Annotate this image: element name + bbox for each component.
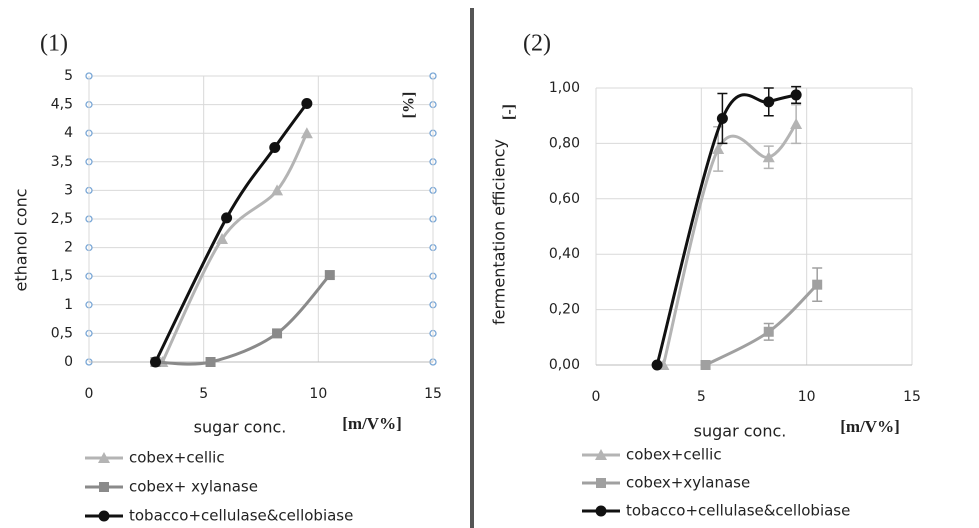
x-tick-label: 5 bbox=[697, 389, 706, 405]
data-point bbox=[216, 233, 229, 245]
data-point bbox=[790, 118, 803, 130]
x-tick-label: 10 bbox=[798, 389, 816, 405]
y-tick-label: 5 bbox=[64, 68, 73, 84]
legend-label: cobex+cellic bbox=[626, 446, 722, 464]
legend-label: cobex+cellic bbox=[129, 449, 225, 467]
y-tick-label: 0,5 bbox=[51, 325, 73, 341]
x-tick-label: 10 bbox=[309, 386, 327, 402]
x-axis-unit: [m/V%] bbox=[840, 417, 899, 436]
data-point bbox=[763, 96, 775, 108]
data-point bbox=[272, 328, 283, 339]
y-tick-label: 4 bbox=[64, 125, 73, 141]
legend-label: cobex+xylanase bbox=[626, 474, 750, 492]
x-axis-label: sugar conc. bbox=[194, 418, 287, 437]
y-axis-label: fermentation efficiency bbox=[490, 139, 509, 325]
legend-label: tobacco+cellulase&cellobiase bbox=[129, 507, 353, 525]
y-tick-label: 3,5 bbox=[51, 154, 73, 170]
legend-label: tobacco+cellulase&cellobiase bbox=[626, 502, 850, 520]
y-tick-label: 4,5 bbox=[51, 97, 73, 113]
data-point bbox=[716, 112, 728, 124]
series-line bbox=[155, 274, 331, 366]
legend-marker bbox=[98, 452, 110, 463]
y-tick-label: 1,00 bbox=[549, 80, 580, 96]
y-axis-label: ethanol conc bbox=[12, 188, 31, 291]
y-tick-label: 0,60 bbox=[549, 191, 580, 207]
y-tick-label: 2 bbox=[64, 240, 73, 256]
y-tick-label: 0,20 bbox=[549, 302, 580, 318]
data-point bbox=[712, 142, 725, 154]
x-tick-label: 0 bbox=[592, 389, 601, 405]
series-line bbox=[154, 102, 309, 363]
legend-marker bbox=[596, 478, 606, 488]
data-point bbox=[790, 89, 802, 101]
x-axis-label: sugar conc. bbox=[694, 422, 787, 441]
data-point bbox=[700, 360, 711, 370]
data-point bbox=[269, 142, 281, 153]
data-point bbox=[150, 356, 162, 368]
y-tick-label: 0,40 bbox=[549, 246, 580, 262]
series-line bbox=[655, 93, 797, 366]
y-tick-label: 1,5 bbox=[51, 268, 73, 284]
legend-label: cobex+ xylanase bbox=[129, 478, 258, 496]
data-point bbox=[324, 270, 335, 281]
y-tick-label: 1 bbox=[64, 297, 73, 313]
legend-marker bbox=[595, 449, 607, 460]
x-tick-label: 15 bbox=[424, 386, 442, 402]
y-axis-unit: [%] bbox=[401, 92, 418, 119]
data-point bbox=[301, 97, 313, 109]
x-tick-label: 5 bbox=[199, 386, 208, 402]
y-axis-unit: [-] bbox=[501, 104, 518, 120]
data-point bbox=[812, 279, 823, 290]
series-line bbox=[704, 283, 819, 367]
x-tick-label: 0 bbox=[85, 386, 94, 402]
y-tick-label: 3 bbox=[64, 182, 73, 198]
x-tick-label: 15 bbox=[903, 389, 921, 405]
data-point bbox=[763, 326, 774, 337]
data-point bbox=[300, 127, 313, 139]
chart-label: (1) bbox=[40, 31, 68, 57]
series-line bbox=[161, 132, 309, 363]
legend-marker bbox=[99, 482, 109, 492]
y-tick-label: 0,80 bbox=[549, 135, 580, 151]
y-tick-label: 0,00 bbox=[549, 357, 580, 373]
data-point bbox=[221, 212, 233, 224]
legend-marker bbox=[98, 510, 110, 522]
chart-label: (2) bbox=[523, 31, 551, 57]
data-point bbox=[651, 359, 663, 371]
y-tick-label: 2,5 bbox=[51, 211, 73, 227]
data-point bbox=[762, 151, 775, 163]
series-line bbox=[661, 123, 798, 366]
x-axis-unit: [m/V%] bbox=[342, 414, 401, 433]
y-tick-label: 0 bbox=[64, 354, 73, 370]
data-point bbox=[205, 357, 216, 367]
legend-marker bbox=[595, 505, 607, 517]
data-point bbox=[271, 184, 284, 196]
